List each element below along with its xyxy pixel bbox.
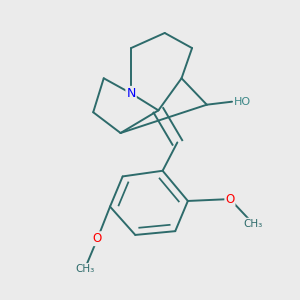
Text: O: O xyxy=(225,193,235,206)
Text: HO: HO xyxy=(234,97,251,107)
Text: N: N xyxy=(126,87,136,100)
Text: O: O xyxy=(93,232,102,245)
Text: CH₃: CH₃ xyxy=(243,219,263,229)
Text: CH₃: CH₃ xyxy=(75,264,94,274)
